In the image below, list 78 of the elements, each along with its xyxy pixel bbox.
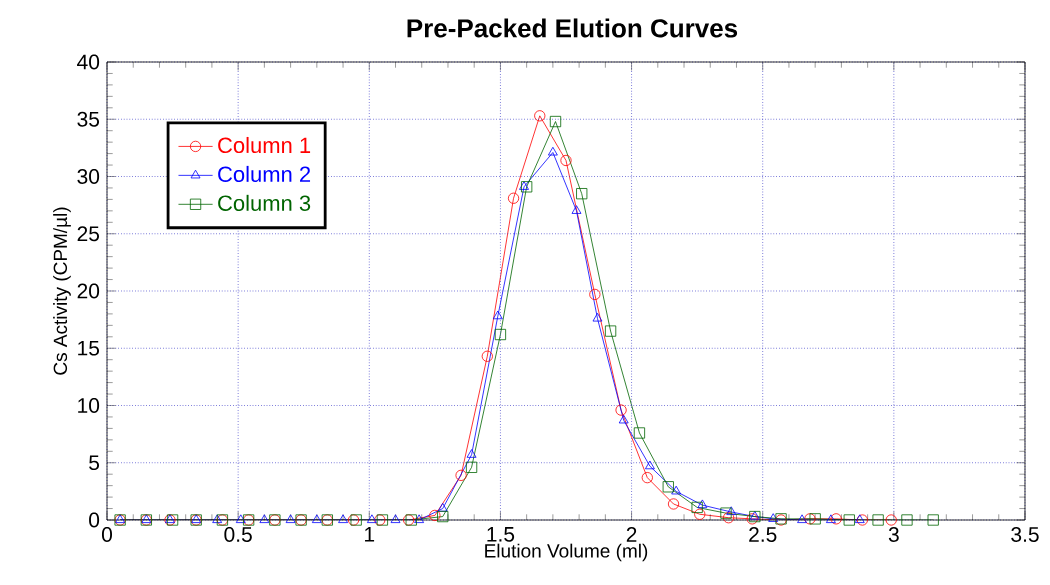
point <box>429 509 441 522</box>
point <box>560 154 572 167</box>
point <box>455 469 467 481</box>
point <box>285 514 296 523</box>
point <box>927 514 939 526</box>
y-tick-label: 40 <box>77 54 100 70</box>
x-tick-label: 1 <box>365 527 375 542</box>
point <box>618 414 629 424</box>
point <box>519 181 529 190</box>
point <box>549 115 562 128</box>
point <box>726 506 737 515</box>
point <box>830 513 842 525</box>
point <box>259 514 270 523</box>
point <box>437 502 448 512</box>
point <box>671 485 682 495</box>
point <box>697 499 708 509</box>
x-tick-label: 2.5 <box>749 527 777 542</box>
point <box>723 512 735 524</box>
point <box>809 513 821 525</box>
point <box>390 514 401 523</box>
point <box>797 514 807 523</box>
point <box>843 514 855 526</box>
y-tick-label: 35 <box>77 111 100 127</box>
point <box>592 312 603 322</box>
point <box>645 460 655 470</box>
point <box>589 288 601 301</box>
point <box>768 513 779 522</box>
x-tick-label: 0 <box>101 527 113 542</box>
point <box>694 508 706 520</box>
point <box>235 514 246 523</box>
point <box>481 350 493 362</box>
x-tick-label: 1.5 <box>487 527 515 542</box>
point <box>720 507 732 519</box>
x-tick-label: 2 <box>626 527 637 542</box>
legend-label: Column 2 <box>218 165 311 183</box>
x-tick-label: 0.5 <box>224 527 252 542</box>
y-tick-label: 0 <box>89 512 100 528</box>
point <box>804 513 816 525</box>
y-tick-label: 20 <box>77 283 100 299</box>
point <box>667 498 680 510</box>
point <box>662 481 674 493</box>
y-axis-title: Cs Activity (CPM/µl) <box>53 207 71 375</box>
x-tick-label: 3 <box>888 527 899 542</box>
point <box>465 461 478 473</box>
point <box>492 310 503 320</box>
point <box>521 181 533 193</box>
x-tick-label: 3.5 <box>1011 527 1039 542</box>
point <box>494 328 507 341</box>
point <box>604 325 617 337</box>
point <box>414 514 425 523</box>
point <box>437 510 449 523</box>
chart-title: Pre-Packed Elution Curves <box>407 18 738 38</box>
point <box>466 449 477 458</box>
point <box>311 514 322 523</box>
y-tick-label: 15 <box>78 340 100 356</box>
point <box>641 472 653 484</box>
point <box>547 146 558 156</box>
y-tick-label: 25 <box>77 226 100 242</box>
point <box>872 514 884 526</box>
point <box>615 404 627 416</box>
point <box>576 188 588 200</box>
point <box>367 514 377 523</box>
point <box>571 205 582 214</box>
point <box>212 514 223 523</box>
point <box>901 514 913 526</box>
point <box>534 110 546 122</box>
point <box>507 192 520 204</box>
point <box>691 501 703 514</box>
legend-label: Column 3 <box>218 194 311 211</box>
y-tick-label: 5 <box>89 455 100 471</box>
y-tick-label: 30 <box>77 169 100 184</box>
point <box>826 514 836 523</box>
point <box>885 514 897 526</box>
y-tick-label: 10 <box>78 398 100 413</box>
x-axis-title: Elution Volume (ml) <box>485 543 648 562</box>
point <box>633 427 646 439</box>
point <box>338 514 348 523</box>
legend-label: Column 1 <box>218 136 311 154</box>
